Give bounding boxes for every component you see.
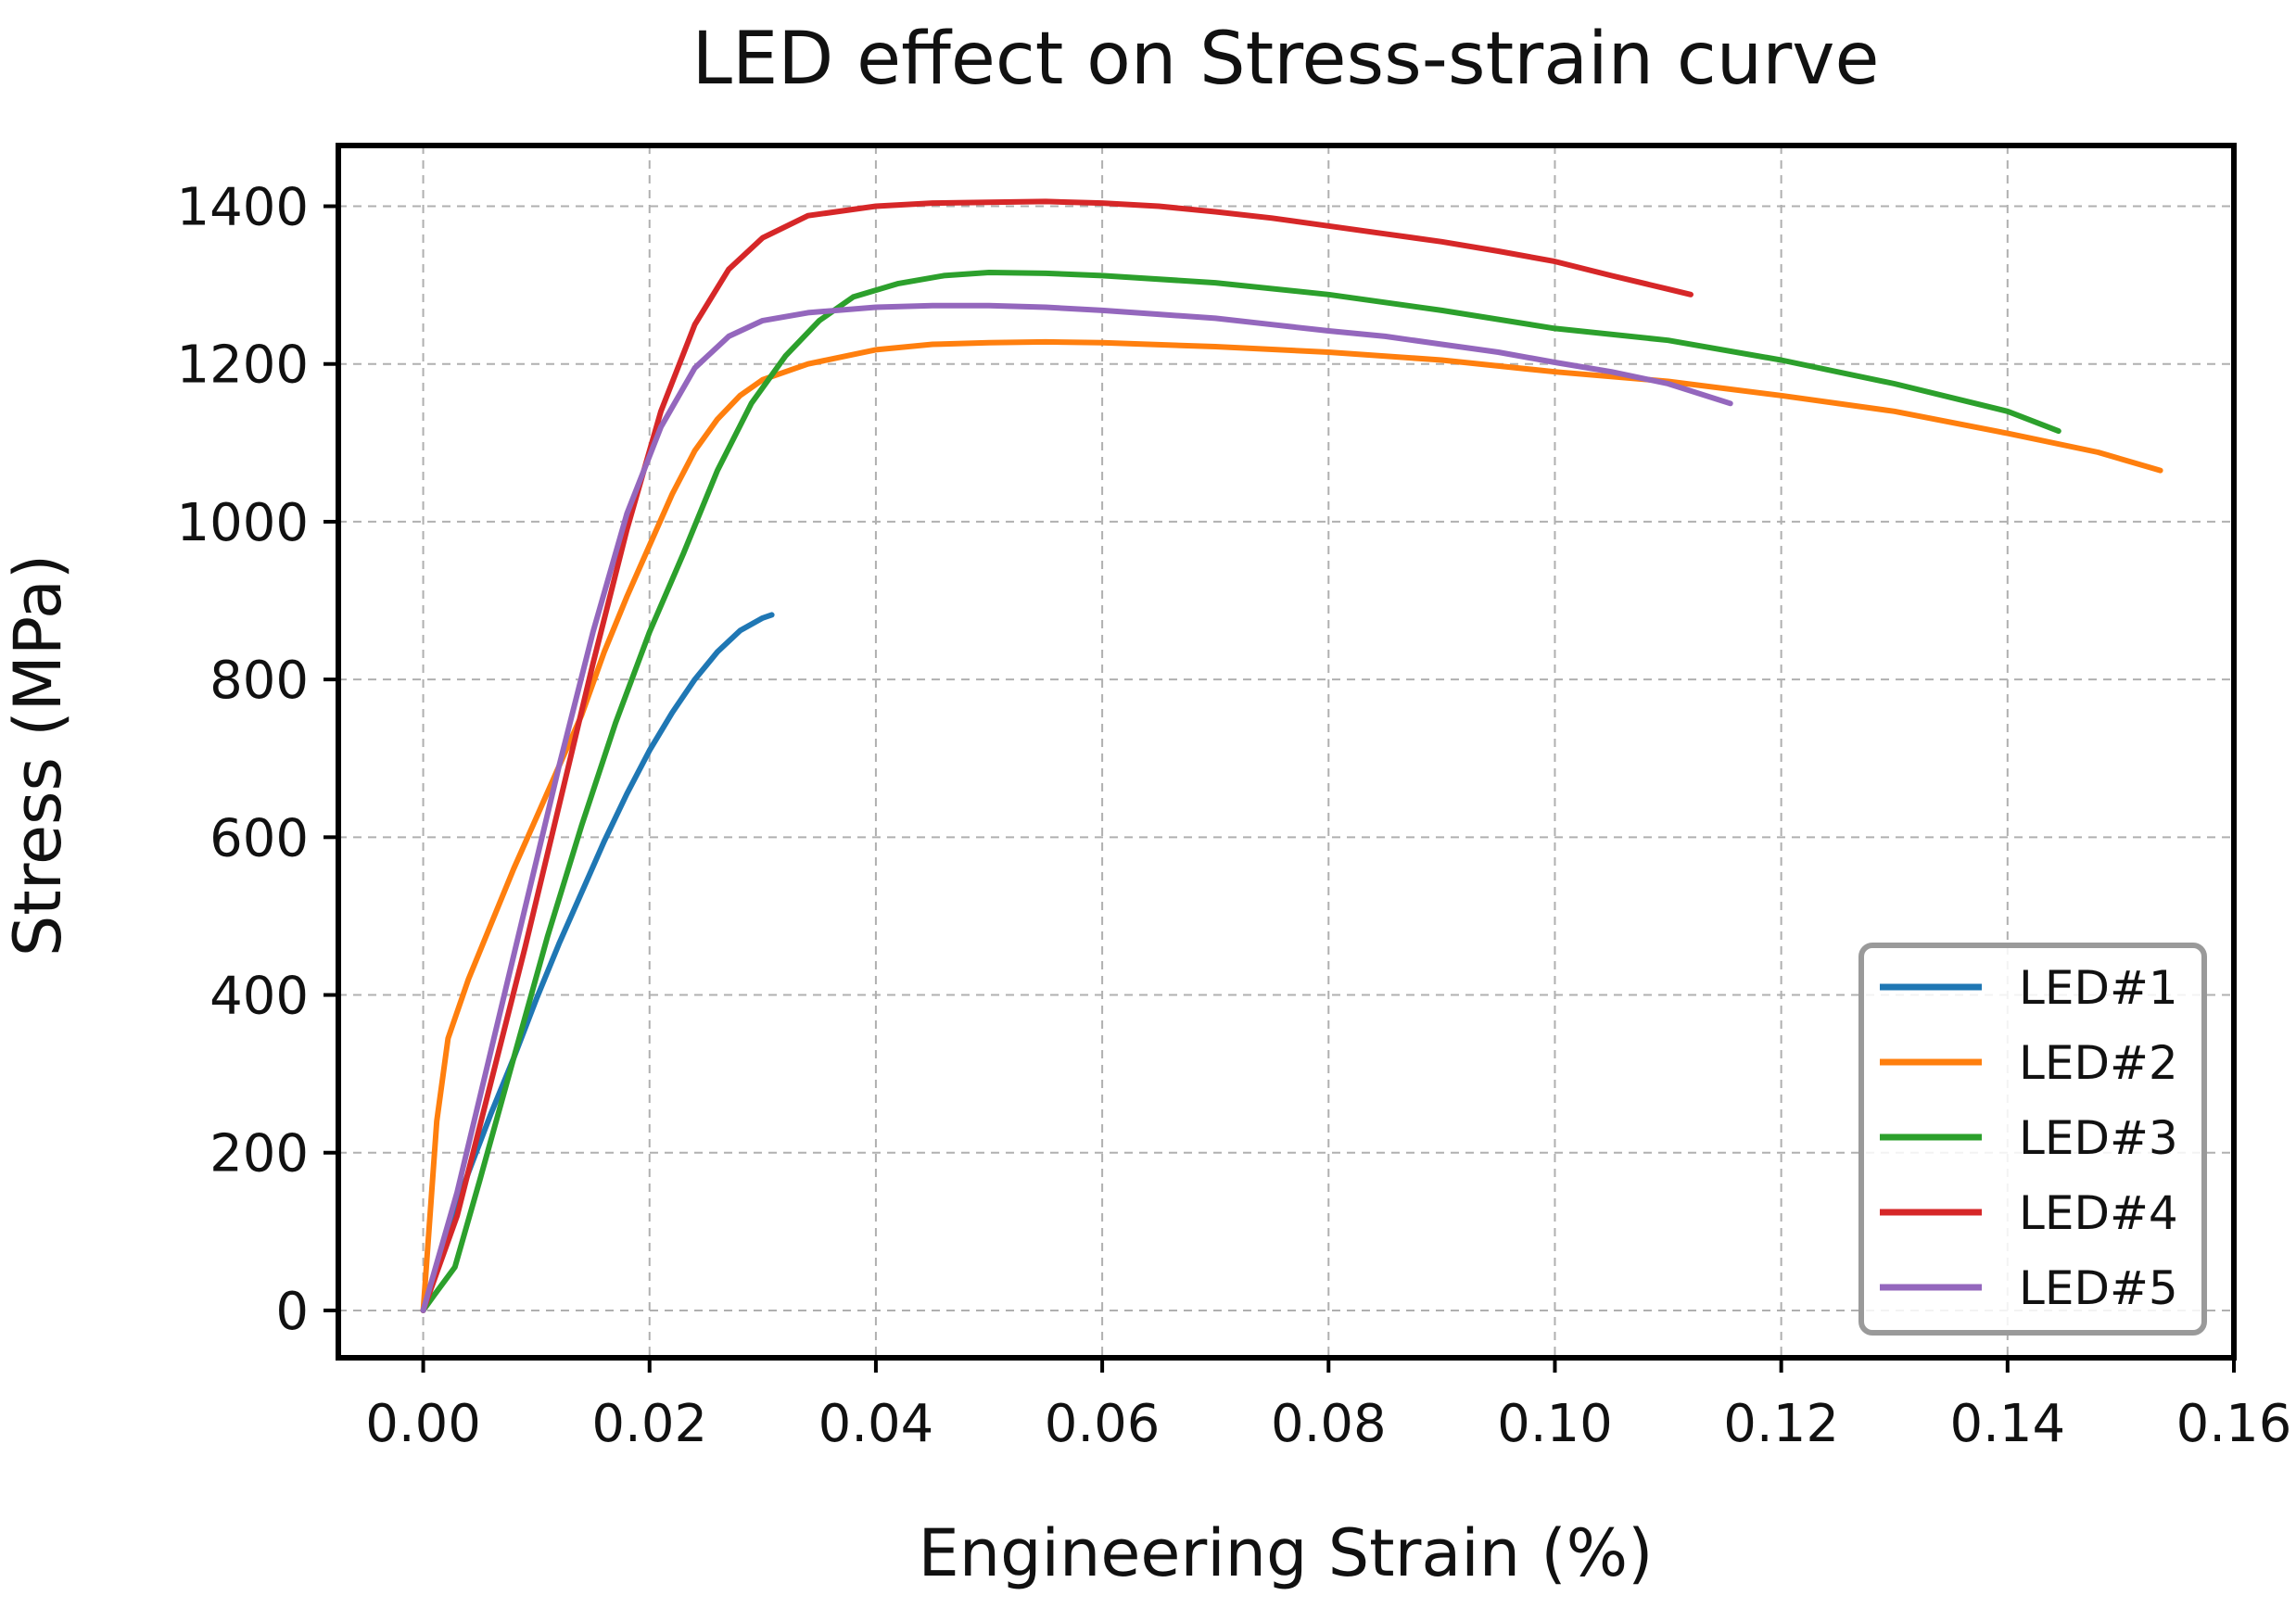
y-tick-label: 1200 bbox=[176, 336, 309, 396]
plot-frame bbox=[336, 143, 2237, 1361]
y-tick-label: 1000 bbox=[176, 493, 309, 553]
series-line-led1 bbox=[420, 612, 775, 1313]
y-tick-label: 1400 bbox=[176, 178, 309, 238]
x-tick-label: 0.10 bbox=[1497, 1394, 1613, 1454]
x-axis-label: Engineering Strain (%) bbox=[918, 1515, 1653, 1591]
legend-entries: LED#1 LED#2 LED#3 LED#4 LED#5 bbox=[1880, 961, 2178, 1315]
x-tick-label: 0.02 bbox=[591, 1394, 707, 1454]
x-tick-label: 0.16 bbox=[2176, 1394, 2292, 1454]
legend-entry-label: LED#4 bbox=[2019, 1186, 2178, 1240]
legend-entry-label: LED#1 bbox=[2019, 961, 2178, 1015]
chart-title: LED effect on Stress-strain curve bbox=[692, 18, 1880, 101]
legend-entry-label: LED#3 bbox=[2019, 1111, 2178, 1165]
x-tick-label: 0.04 bbox=[818, 1394, 934, 1454]
x-tick-label: 0.12 bbox=[1723, 1394, 1839, 1454]
x-tick-label: 0.08 bbox=[1271, 1394, 1387, 1454]
y-tick-label: 600 bbox=[209, 808, 309, 868]
legend-entry-label: LED#5 bbox=[2019, 1261, 2178, 1315]
legend-box bbox=[1858, 943, 2207, 1336]
legend: LED#1 LED#2 LED#3 LED#4 LED#5 bbox=[1858, 943, 2207, 1336]
y-tick-label: 0 bbox=[275, 1282, 309, 1342]
tick-layer: 0.00 0.02 0.04 0.06 0.08 0.10 0.12 0.14 0.16 0 200… bbox=[176, 178, 2291, 1454]
series-line-led5 bbox=[420, 302, 1733, 1313]
y-tick-label: 400 bbox=[209, 967, 309, 1027]
series-line-led3 bbox=[420, 270, 2061, 1313]
legend-entry-label: LED#2 bbox=[2019, 1036, 2178, 1090]
y-tick-label: 200 bbox=[209, 1124, 309, 1184]
series-layer bbox=[420, 198, 2163, 1313]
x-tick-label: 0.14 bbox=[1949, 1394, 2065, 1454]
x-tick-label: 0.00 bbox=[365, 1394, 481, 1454]
series-line-led4 bbox=[420, 198, 1693, 1313]
y-axis-label: Stress (MPa) bbox=[0, 554, 76, 956]
x-tick-label: 0.06 bbox=[1045, 1394, 1161, 1454]
y-tick-label: 800 bbox=[209, 651, 309, 711]
